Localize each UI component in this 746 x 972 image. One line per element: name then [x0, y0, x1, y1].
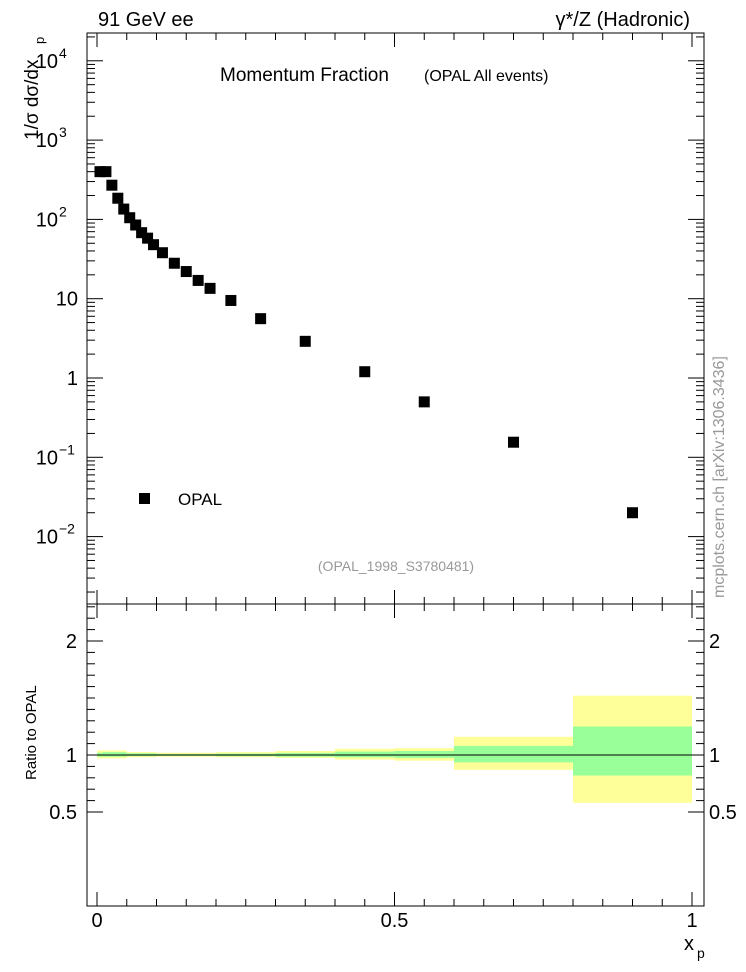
legend-marker [139, 493, 150, 504]
svg-text:p: p [32, 37, 47, 44]
opal-point [112, 192, 124, 204]
bottom-ylabel: Ratio to OPAL [23, 685, 40, 780]
opal-point [359, 366, 371, 378]
svg-text:1/σ dσ/dx: 1/σ dσ/dx [22, 59, 43, 140]
top-ytick-exp: 2 [59, 203, 67, 219]
analysis-label: (OPAL_1998_S3780481) [318, 558, 474, 574]
band-inner [454, 745, 573, 763]
top-ytick-exp: −2 [59, 521, 75, 537]
opal-point [118, 203, 130, 215]
opal-point [136, 227, 148, 239]
top-ytick-label: 10 [56, 289, 78, 311]
bottom-ytick-right-2: 2 [709, 631, 720, 653]
ratio-bands [97, 695, 692, 803]
opal-point [100, 166, 112, 178]
bottom-ytick-right-1: 1 [709, 745, 720, 767]
top-ytick-exp: 3 [59, 124, 67, 140]
opal-point [156, 247, 168, 259]
top-ytick-label: 10 [36, 130, 58, 152]
svg-text:mcplots.cern.ch [arXiv:1306.34: mcplots.cern.ch [arXiv:1306.3436] [711, 356, 728, 598]
xtick-label-0: 0 [91, 910, 102, 932]
top-ytick-label: 10 [36, 527, 58, 549]
opal-point [204, 282, 216, 294]
top-ytick-label: 10 [36, 51, 58, 73]
opal-point [627, 507, 638, 519]
opal-point [148, 239, 160, 251]
plot-subtitle: (OPAL All events) [424, 68, 549, 85]
band-inner [394, 751, 454, 758]
xtick-label-0.5: 0.5 [381, 910, 409, 932]
top-ytick-label: 10 [36, 447, 58, 469]
top-yaxis [87, 36, 704, 593]
bottom-yaxis [87, 606, 704, 813]
header-right: γ*/Z (Hadronic) [556, 9, 690, 31]
top-ytick-exp: 4 [59, 45, 67, 61]
band-inner [102, 752, 127, 757]
opal-point [130, 219, 142, 231]
opal-point [255, 313, 267, 325]
top-ylabel: 1/σ dσ/dx p [22, 37, 47, 140]
opal-point [168, 257, 180, 269]
opal-point [299, 335, 311, 347]
opal-markers [94, 166, 638, 519]
svg-text:Ratio to OPAL: Ratio to OPAL [23, 685, 40, 780]
top-panel-frame [86, 32, 705, 605]
opal-point [508, 436, 519, 448]
opal-point [418, 396, 430, 408]
opal-point [124, 212, 136, 224]
top-ytick-label: 10 [36, 209, 58, 231]
opal-point [94, 166, 106, 178]
side-watermark: mcplots.cern.ch [arXiv:1306.3436] [711, 356, 728, 598]
bottom-ytick-right-0.5: 0.5 [709, 802, 737, 824]
band-inner [335, 751, 395, 758]
x-axis [96, 33, 693, 906]
opal-point [192, 274, 204, 286]
xtick-label-1: 1 [686, 910, 697, 932]
legend-label: OPAL [178, 490, 222, 509]
bottom-ytick-left-0.5: 0.5 [49, 802, 77, 824]
band-inner [573, 726, 692, 776]
opal-point [106, 179, 118, 191]
opal-point [180, 266, 192, 278]
bottom-ytick-left-2: 2 [66, 631, 77, 653]
top-ytick-label: 1 [67, 368, 78, 390]
bottom-ytick-left-1: 1 [66, 745, 77, 767]
top-ytick-exp: −1 [59, 441, 75, 457]
plot-title: Momentum Fraction [220, 65, 389, 86]
opal-point [142, 232, 154, 244]
opal-point [225, 294, 237, 306]
xlabel: x [684, 933, 694, 955]
xlabel-sub: p [697, 945, 705, 961]
header-left: 91 GeV ee [98, 9, 194, 31]
